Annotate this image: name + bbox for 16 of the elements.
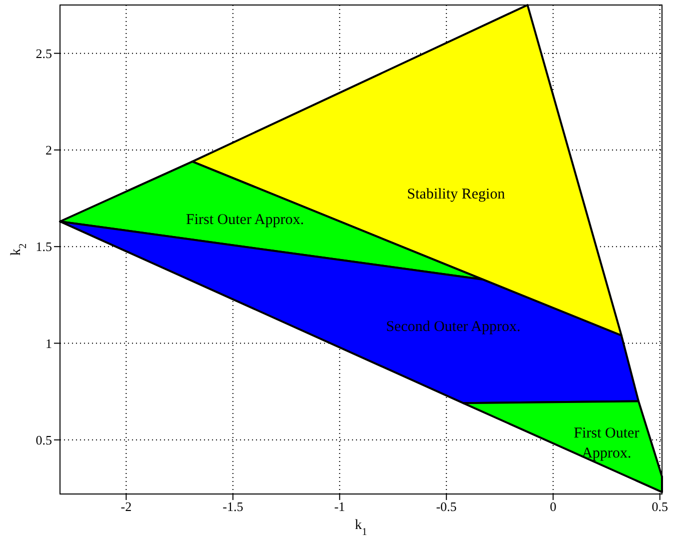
x-tick-label: -0.5 bbox=[436, 499, 457, 514]
y-tick-label: 1.5 bbox=[36, 239, 52, 254]
x-tick-label: 0.5 bbox=[652, 499, 668, 514]
x-tick-label: -1.5 bbox=[222, 499, 244, 514]
series-label: First Outer Approx. bbox=[574, 426, 640, 462]
y-tick-label: 2 bbox=[46, 142, 52, 158]
y-tick-label: 2.5 bbox=[36, 46, 52, 61]
series-label: Stability Region bbox=[407, 186, 506, 203]
series-label: First Outer Approx. bbox=[186, 212, 304, 228]
x-tick-label: -2 bbox=[120, 499, 132, 514]
y-tick-label: 1 bbox=[46, 336, 52, 351]
y-tick-label: 0.5 bbox=[36, 432, 52, 448]
x-axis-title: k$_{1}$ bbox=[354, 518, 368, 538]
x-tick-label: 0 bbox=[550, 499, 556, 514]
series-label: Second Outer Approx. bbox=[386, 320, 521, 336]
x-tick-label: -1 bbox=[334, 499, 346, 514]
